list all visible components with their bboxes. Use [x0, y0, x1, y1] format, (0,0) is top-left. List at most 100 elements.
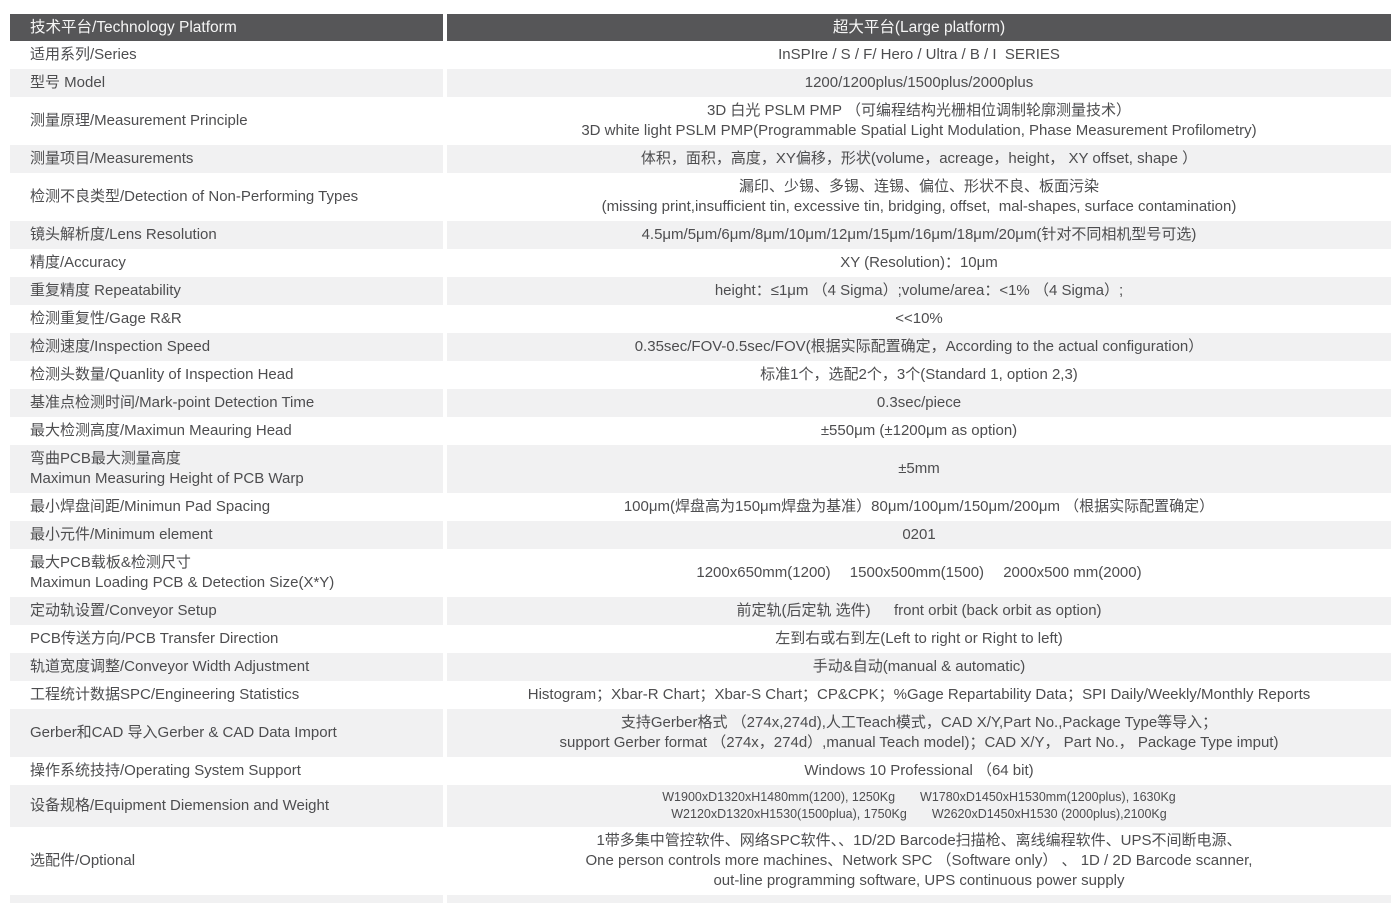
- row-value: 1200x650mm(1200) 1500x500mm(1500) 2000x5…: [696, 564, 1142, 581]
- table-row: 最小焊盘间距/Minimun Pad Spacing 100μm(焊盘高为150μ…: [10, 493, 1391, 521]
- header-right-title: 超大平台(Large platform): [447, 14, 1391, 41]
- column-divider: [443, 361, 447, 389]
- row-value: 100μm(焊盘高为150μm焊盘为基准）80μm/100μm/150μm/20…: [623, 498, 1215, 515]
- column-divider: [443, 493, 447, 521]
- column-divider: [443, 445, 447, 493]
- table-row: 型号 Model 1200/1200plus/1500plus/2000plus: [10, 69, 1391, 97]
- bottom-strip-right: [447, 895, 1391, 903]
- row-value: 前定轨(后定轨 选件) front orbit (back orbit as o…: [447, 597, 1391, 625]
- row-label: 测量原理/Measurement Principle: [30, 112, 248, 129]
- bottom-strip-row: [10, 895, 1391, 903]
- row-label: 最大检测高度/Maximun Meauring Head: [30, 422, 292, 439]
- row-label: 检测重复性/Gage R&R: [30, 310, 182, 327]
- column-divider: [443, 69, 447, 97]
- column-divider: [443, 597, 447, 625]
- column-divider: [443, 97, 447, 145]
- row-label: 重复精度 Repeatability: [10, 277, 443, 305]
- row-value: 1200/1200plus/1500plus/2000plus: [447, 69, 1391, 97]
- table-row: 检测不良类型/Detection of Non-Performing Types…: [10, 173, 1391, 221]
- table-row: 重复精度 Repeatability height：≤1μm （4 Sigma）;…: [10, 277, 1391, 305]
- row-label: PCB传送方向/PCB Transfer Direction: [30, 630, 279, 647]
- row-label: 操作系统技持/Operating System Support: [30, 762, 301, 779]
- table-row: 工程统计数据SPC/Engineering Statistics Histogra…: [10, 681, 1391, 709]
- column-divider: [443, 145, 447, 173]
- row-label: 测量项目/Measurements: [10, 145, 443, 173]
- table-row: 测量项目/Measurements 体积，面积，高度，XY偏移，形状(volume…: [10, 145, 1391, 173]
- column-divider: [443, 549, 447, 597]
- row-label: 轨道宽度调整/Conveyor Width Adjustment: [10, 653, 443, 681]
- table-row: 适用系列/Series InSPIre / S / F/ Hero / Ultra…: [10, 41, 1391, 69]
- column-divider: [443, 221, 447, 249]
- row-value: 支持Gerber格式 （274x,274d),人工Teach模式，CAD X/Y…: [447, 709, 1391, 757]
- column-divider: [443, 249, 447, 277]
- row-value: 0.3sec/piece: [447, 389, 1391, 417]
- column-divider: [443, 333, 447, 361]
- table-row: 操作系统技持/Operating System Support Windows 1…: [10, 757, 1391, 785]
- table-row: 镜头解析度/Lens Resolution 4.5μm/5μm/6μm/8μm/1…: [10, 221, 1391, 249]
- row-label: 镜头解析度/Lens Resolution: [10, 221, 443, 249]
- table-row: 测量原理/Measurement Principle 3D 白光 PSLM PMP…: [10, 97, 1391, 145]
- row-label: 检测速度/Inspection Speed: [10, 333, 443, 361]
- row-value: Histogram；Xbar-R Chart；Xbar-S Chart；CP&C…: [527, 686, 1311, 703]
- bottom-strip-left: [10, 895, 443, 903]
- row-value: 3D 白光 PSLM PMP （可编程结构光栅相位调制轮廓测量技术） 3D wh…: [581, 102, 1257, 139]
- column-divider: [443, 41, 447, 69]
- column-divider: [443, 785, 447, 827]
- row-label: 适用系列/Series: [30, 46, 137, 63]
- row-label: 工程统计数据SPC/Engineering Statistics: [30, 686, 300, 703]
- row-label: Gerber和CAD 导入Gerber & CAD Data Import: [10, 709, 443, 757]
- table-row: 最小元件/Minimum element 0201: [10, 521, 1391, 549]
- header-left-title: 技术平台/Technology Platform: [10, 14, 443, 41]
- column-divider: [443, 417, 447, 445]
- row-label: 检测不良类型/Detection of Non-Performing Types: [30, 188, 359, 205]
- table-row: 检测头数量/Quanlity of Inspection Head 标准1个，选配…: [10, 361, 1391, 389]
- row-value: ±550μm (±1200μm as option): [820, 422, 1018, 439]
- row-value: 手动&自动(manual & automatic): [447, 653, 1391, 681]
- row-label: 最小元件/Minimum element: [10, 521, 443, 549]
- row-value: height：≤1μm （4 Sigma）;volume/area：<1% （4…: [447, 277, 1391, 305]
- column-divider: [443, 173, 447, 221]
- table-row: Gerber和CAD 导入Gerber & CAD Data Import 支持G…: [10, 709, 1391, 757]
- table-row: 弯曲PCB最大测量高度 Maximun Measuring Height of …: [10, 445, 1391, 493]
- row-label: 最小焊盘间距/Minimun Pad Spacing: [30, 498, 271, 515]
- row-label: 型号 Model: [10, 69, 443, 97]
- column-divider: [443, 277, 447, 305]
- row-value: 漏印、少锡、多锡、连锡、偏位、形状不良、板面污染 (missing print,…: [601, 178, 1237, 215]
- row-value: 标准1个，选配2个，3个(Standard 1, option 2,3): [760, 366, 1078, 383]
- column-divider: [443, 625, 447, 653]
- column-divider: [443, 389, 447, 417]
- row-label: 设备规格/Equipment Diemension and Weight: [10, 785, 443, 827]
- row-label: 精度/Accuracy: [30, 254, 126, 271]
- table-row: 精度/Accuracy XY (Resolution)：10μm: [10, 249, 1391, 277]
- row-label: 选配件/Optional: [30, 852, 136, 869]
- table-row: 轨道宽度调整/Conveyor Width Adjustment 手动&自动(ma…: [10, 653, 1391, 681]
- table-row: 最大检测高度/Maximun Meauring Head ±550μm (±120…: [10, 417, 1391, 445]
- column-divider: [443, 709, 447, 757]
- row-label: 最大PCB载板&检测尺寸 Maximun Loading PCB & Detec…: [30, 554, 335, 591]
- table-row: PCB传送方向/PCB Transfer Direction 左到右或右到左(Le…: [10, 625, 1391, 653]
- column-divider: [443, 827, 447, 895]
- row-value: 1带多集中管控软件、网络SPC软件、、1D/2D Barcode扫描枪、离线编程…: [585, 832, 1253, 889]
- spec-table-body: 适用系列/Series InSPIre / S / F/ Hero / Ultra…: [10, 41, 1391, 895]
- row-value: 0201: [447, 521, 1391, 549]
- row-value: ±5mm: [447, 445, 1391, 493]
- row-label: 定动轨设置/Conveyor Setup: [10, 597, 443, 625]
- row-value: XY (Resolution)：10μm: [840, 254, 998, 271]
- table-row: 定动轨设置/Conveyor Setup 前定轨(后定轨 选件) front or…: [10, 597, 1391, 625]
- table-row: 选配件/Optional 1带多集中管控软件、网络SPC软件、、1D/2D Bar…: [10, 827, 1391, 895]
- row-value: 体积，面积，高度，XY偏移，形状(volume，acreage，height， …: [447, 145, 1391, 173]
- column-divider: [443, 757, 447, 785]
- column-divider: [443, 305, 447, 333]
- row-value: 0.35sec/FOV-0.5sec/FOV(根据实际配置确定，Accordin…: [447, 333, 1391, 361]
- spec-table: 技术平台/Technology Platform 超大平台(Large plat…: [10, 14, 1391, 903]
- row-value: InSPIre / S / F/ Hero / Ultra / B / I SE…: [778, 46, 1060, 63]
- table-row: 基准点检测时间/Mark-point Detection Time 0.3sec/…: [10, 389, 1391, 417]
- row-value: 4.5μm/5μm/6μm/8μm/10μm/12μm/15μm/16μm/18…: [447, 221, 1391, 249]
- row-value: Windows 10 Professional （64 bit): [804, 762, 1034, 779]
- column-divider: [443, 681, 447, 709]
- row-value: 左到右或右到左(Left to right or Right to left): [775, 630, 1063, 647]
- table-row: 最大PCB载板&检测尺寸 Maximun Loading PCB & Detec…: [10, 549, 1391, 597]
- row-value: <<10%: [895, 310, 943, 327]
- row-value: W1900xD1320xH1480mm(1200), 1250Kg W1780x…: [447, 785, 1391, 827]
- column-divider: [443, 521, 447, 549]
